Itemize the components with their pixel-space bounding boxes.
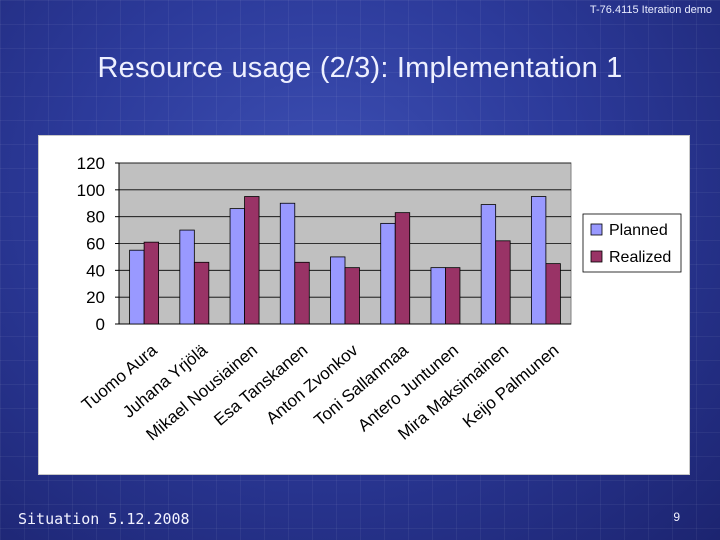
- legend-swatch: [590, 223, 603, 236]
- y-tick-label: 100: [77, 181, 105, 200]
- legend-label: Planned: [609, 222, 668, 239]
- bar-realized: [394, 212, 411, 325]
- bar-planned: [480, 204, 497, 325]
- bar-realized: [143, 241, 160, 325]
- bar-realized: [495, 240, 511, 325]
- header-note: T-76.4115 Iteration demo: [589, 4, 712, 16]
- page-number: 9: [673, 510, 680, 524]
- bar-planned: [330, 256, 346, 325]
- bar-planned: [430, 267, 446, 325]
- bar-realized: [244, 196, 260, 325]
- bar-planned: [129, 249, 145, 325]
- bar-realized: [344, 267, 360, 325]
- y-tick-label: 20: [86, 288, 105, 307]
- bar-planned: [380, 222, 396, 325]
- bar-realized: [294, 261, 310, 325]
- bar-planned: [530, 196, 547, 325]
- legend-label: Realized: [609, 249, 671, 266]
- y-tick-label: 60: [86, 235, 105, 254]
- legend-swatch: [590, 250, 603, 263]
- bar-planned: [279, 202, 296, 325]
- bar-realized: [193, 261, 210, 325]
- bar-planned: [229, 208, 245, 325]
- bar-realized: [545, 263, 561, 325]
- slide-title: Resource usage (2/3): Implementation 1: [97, 52, 623, 84]
- bar-realized: [445, 267, 461, 325]
- y-tick-label: 0: [96, 315, 105, 334]
- footer-date: Situation 5.12.2008: [18, 510, 190, 528]
- y-tick-label: 80: [86, 208, 105, 227]
- chart-panel: 0 20 40 60 80 100 120 Tuomo Aura Juhana Yrjölä Mi…: [38, 135, 690, 475]
- y-tick-label: 40: [86, 261, 105, 280]
- y-tick-label: 120: [77, 154, 105, 173]
- bar-planned: [179, 229, 195, 325]
